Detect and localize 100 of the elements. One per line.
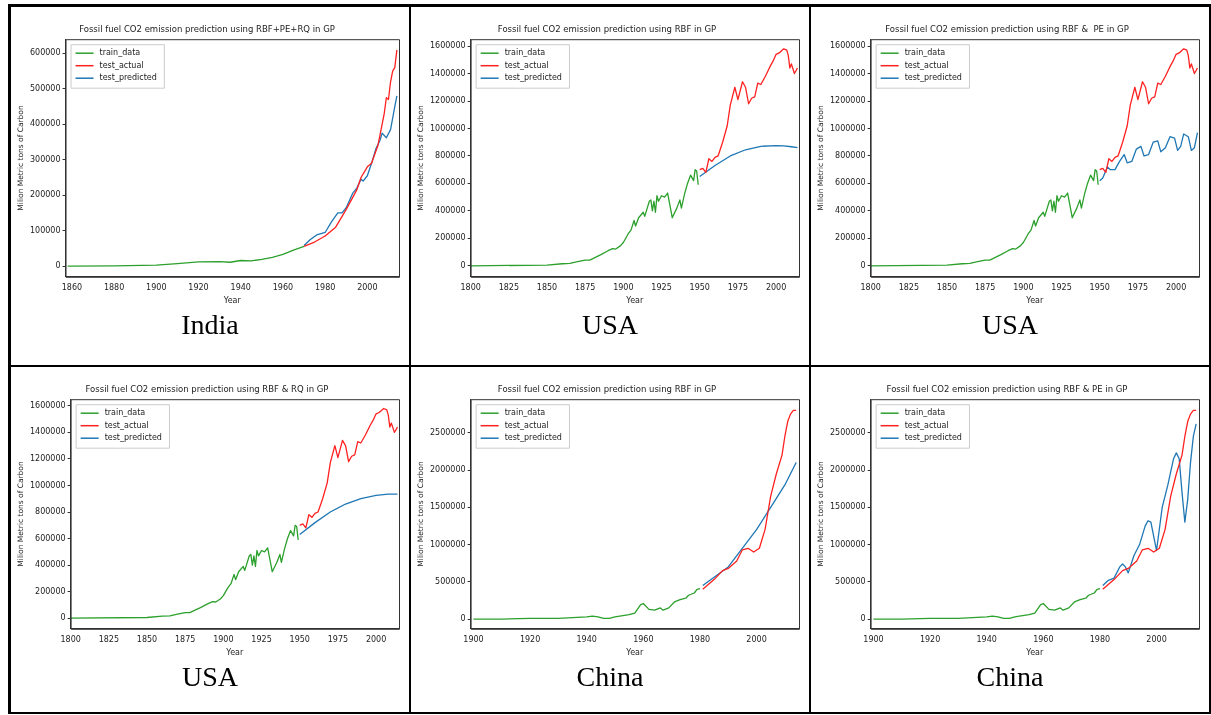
legend-label: test_actual: [504, 420, 549, 430]
y-tick-label: 400000: [29, 119, 61, 129]
y-tick-label: 0: [860, 260, 866, 270]
x-tick-label: 1860: [61, 282, 83, 292]
x-tick-label: 1925: [251, 634, 272, 644]
x-tick-label: 1950: [689, 282, 710, 292]
legend-label: test_actual: [904, 60, 949, 70]
x-tick-label: 1800: [460, 282, 481, 292]
y-tick-label: 2500000: [429, 427, 466, 437]
legend-label: test_actual: [104, 420, 149, 430]
legend-label: train_data: [99, 48, 141, 58]
y-tick-label: 400000: [835, 205, 866, 215]
x-tick-label: 1920: [919, 634, 941, 644]
x-tick-label: 2000: [746, 634, 767, 644]
y-tick-label: 0: [860, 614, 866, 624]
text: USA: [581, 309, 639, 341]
x-tick-label: 1920: [519, 634, 541, 644]
text: India: [180, 309, 240, 341]
legend-label: train_data: [904, 408, 946, 418]
x-tick-label: 1900: [213, 634, 234, 644]
legend-label: test_predicted: [504, 433, 562, 443]
x-tick-label: 1960: [272, 282, 294, 292]
y-tick-label: 1500000: [429, 502, 466, 512]
chart-title: Fossil fuel CO2 emission prediction using RBF & PE in GP: [885, 24, 1129, 35]
x-tick-label: 1850: [936, 282, 958, 292]
text: China: [575, 661, 645, 693]
y-tick-label: 1400000: [29, 427, 66, 437]
x-tick-label: 1850: [136, 634, 158, 644]
x-tick-label: 1900: [1013, 282, 1034, 292]
y-tick-label: 2000000: [829, 465, 866, 475]
x-tick-label: 2000: [357, 282, 378, 292]
legend-label: test_predicted: [504, 73, 562, 83]
y-tick-label: 200000: [835, 233, 866, 243]
x-tick-label: 1980: [689, 634, 711, 644]
x-axis-title: Year: [625, 648, 644, 658]
y-tick-label: 1000000: [29, 480, 66, 490]
y-tick-label: 500000: [835, 576, 866, 586]
x-tick-label: 1920: [188, 282, 209, 292]
x-axis-title: Year: [1025, 296, 1044, 306]
x-tick-label: 1925: [651, 282, 672, 292]
x-tick-label: 1900: [863, 634, 884, 644]
x-tick-label: 1975: [327, 634, 349, 644]
y-tick-label: 600000: [835, 178, 866, 188]
text: USA: [181, 661, 239, 693]
x-axis-title: Year: [625, 296, 644, 306]
legend-label: test_predicted: [904, 73, 962, 83]
legend-label: train_data: [504, 408, 546, 418]
x-tick-label: 2000: [765, 282, 787, 292]
x-tick-label: 1900: [146, 282, 167, 292]
x-tick-label: 1880: [103, 282, 125, 292]
y-tick-label: 300000: [29, 154, 61, 164]
y-tick-label: 600000: [35, 533, 66, 543]
y-tick-label: 1400000: [829, 68, 866, 78]
x-axis-title: Year: [222, 296, 242, 306]
y-tick-label: 1200000: [829, 96, 866, 106]
legend-label: test_actual: [904, 420, 949, 430]
text: USA: [981, 309, 1039, 341]
y-tick-label: 800000: [35, 507, 66, 517]
x-tick-label: 1980: [1089, 634, 1111, 644]
x-tick-label: 1875: [575, 282, 596, 292]
y-tick-label: 0: [460, 260, 466, 270]
x-tick-label: 1825: [498, 282, 519, 292]
x-axis-title: Year: [1025, 648, 1044, 658]
x-axis-title: Year: [225, 648, 244, 658]
y-tick-label: 1600000: [29, 400, 66, 410]
x-tick-label: 1900: [613, 282, 634, 292]
x-tick-label: 1950: [289, 634, 310, 644]
chart-title: Fossil fuel CO2 emission prediction using RBF & PE in GP: [886, 384, 1128, 395]
chart-title: Fossil fuel CO2 emission prediction using RBF in GP: [497, 24, 717, 35]
y-tick-label: 200000: [35, 586, 66, 596]
y-tick-label: 400000: [35, 560, 66, 570]
y-tick-label: 400000: [435, 205, 466, 215]
x-tick-label: 1875: [175, 634, 196, 644]
y-tick-label: 0: [60, 613, 66, 623]
y-tick-label: 500000: [29, 83, 61, 93]
x-tick-label: 1960: [633, 634, 654, 644]
x-tick-label: 1975: [727, 282, 749, 292]
x-tick-label: 1825: [898, 282, 919, 292]
legend-label: train_data: [504, 48, 546, 58]
y-tick-label: 200000: [29, 190, 61, 200]
legend-label: test_predicted: [104, 433, 162, 443]
y-tick-label: 0: [460, 614, 466, 624]
chart-title: Fossil fuel CO2 emission prediction using RBF in GP: [497, 384, 717, 395]
chart-title: Fossil fuel CO2 emission prediction using RBF+PE+RQ in GP: [79, 24, 335, 35]
y-tick-label: 1500000: [829, 502, 866, 512]
x-tick-label: 1940: [976, 634, 997, 644]
y-tick-label: 1000000: [829, 539, 866, 549]
x-tick-label: 1940: [576, 634, 597, 644]
x-tick-label: 1960: [1033, 634, 1054, 644]
x-tick-label: 1975: [1127, 282, 1149, 292]
y-tick-label: 1000000: [429, 539, 466, 549]
y-tick-label: 1400000: [429, 68, 466, 78]
y-tick-label: 600000: [29, 48, 61, 58]
y-tick-label: 2500000: [829, 427, 866, 437]
y-tick-label: 1200000: [429, 96, 466, 106]
x-tick-label: 2000: [1165, 282, 1187, 292]
legend-label: test_actual: [99, 60, 144, 70]
y-tick-label: 1000000: [829, 123, 866, 133]
x-tick-label: 1925: [1051, 282, 1072, 292]
y-tick-label: 0: [55, 261, 61, 271]
